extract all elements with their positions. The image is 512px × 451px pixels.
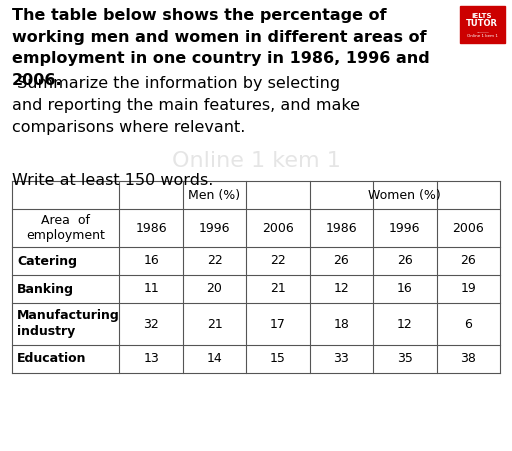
Text: and reporting the main features, and make: and reporting the main features, and mak… — [12, 98, 360, 113]
Text: 35: 35 — [397, 353, 413, 365]
Text: 6: 6 — [464, 318, 472, 331]
Text: Banking: Banking — [17, 282, 74, 295]
Text: 26: 26 — [397, 254, 413, 267]
Text: Men (%): Men (%) — [188, 189, 241, 202]
Text: TUTOR: TUTOR — [466, 19, 498, 28]
Text: Online 1 kem 1: Online 1 kem 1 — [172, 151, 340, 171]
Text: Online 1 kem 1: Online 1 kem 1 — [466, 34, 498, 38]
Text: 26: 26 — [460, 254, 476, 267]
Text: 1986: 1986 — [326, 221, 357, 235]
Text: 12: 12 — [333, 282, 349, 295]
Text: 22: 22 — [270, 254, 286, 267]
Text: Catering: Catering — [17, 254, 77, 267]
Text: 21: 21 — [270, 282, 286, 295]
Text: 1986: 1986 — [135, 221, 167, 235]
Text: 17: 17 — [270, 318, 286, 331]
Text: 2006: 2006 — [453, 221, 484, 235]
Text: 13: 13 — [143, 353, 159, 365]
Text: Women (%): Women (%) — [369, 189, 441, 202]
Text: 38: 38 — [460, 353, 476, 365]
Text: 33: 33 — [333, 353, 349, 365]
Text: TUTOR: TUTOR — [66, 202, 446, 299]
Text: 1996: 1996 — [199, 221, 230, 235]
Text: 1996: 1996 — [389, 221, 420, 235]
Text: 15: 15 — [270, 353, 286, 365]
Text: Summarize the information by selecting: Summarize the information by selecting — [12, 76, 340, 91]
Bar — [12, 181, 500, 373]
Text: 18: 18 — [333, 318, 349, 331]
Text: 19: 19 — [460, 282, 476, 295]
Text: 22: 22 — [207, 254, 222, 267]
Text: 14: 14 — [207, 353, 222, 365]
Text: 2006: 2006 — [262, 221, 294, 235]
Text: Manufacturing
industry: Manufacturing industry — [17, 309, 120, 339]
Polygon shape — [460, 6, 505, 43]
Text: comparisons where relevant.: comparisons where relevant. — [12, 120, 245, 135]
Text: Write at least 150 words.: Write at least 150 words. — [12, 173, 214, 188]
Text: 16: 16 — [397, 282, 413, 295]
Text: ______: ______ — [476, 29, 488, 33]
Text: 11: 11 — [143, 282, 159, 295]
Text: Area  of
employment: Area of employment — [26, 214, 105, 242]
Text: iELTS: iELTS — [472, 13, 492, 19]
Text: Education: Education — [17, 353, 87, 365]
Text: 16: 16 — [143, 254, 159, 267]
Text: 26: 26 — [333, 254, 349, 267]
Text: 20: 20 — [206, 282, 222, 295]
Text: 32: 32 — [143, 318, 159, 331]
Text: 21: 21 — [207, 318, 222, 331]
Text: 12: 12 — [397, 318, 413, 331]
Text: The table below shows the percentage of
working men and women in different areas: The table below shows the percentage of … — [12, 8, 430, 88]
